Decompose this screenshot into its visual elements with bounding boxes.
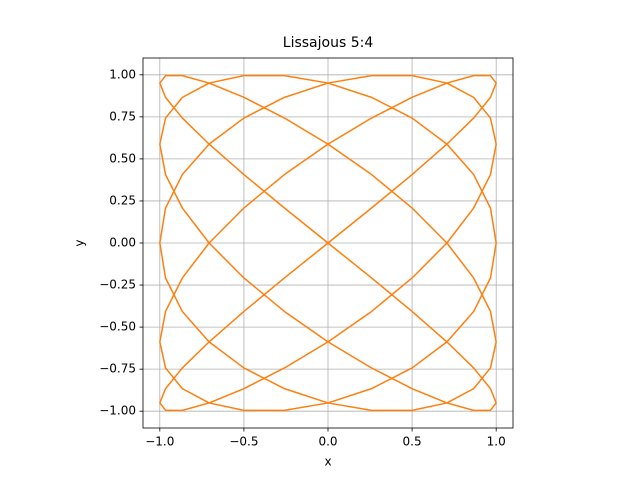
y-tick-label: 0.50 <box>109 151 136 165</box>
y-tick-label: −0.75 <box>99 362 136 376</box>
x-tick-label: 0.0 <box>318 435 337 449</box>
plot-frame <box>142 57 514 429</box>
x-axis-label: x <box>324 455 331 469</box>
y-tick-label: 0.00 <box>109 236 136 250</box>
x-tick-label: −1.0 <box>145 435 174 449</box>
y-tick-label: 1.00 <box>109 67 136 81</box>
x-tick-label: 0.5 <box>403 435 422 449</box>
y-tick-label: −0.25 <box>99 278 136 292</box>
x-tick-label: −0.5 <box>229 435 258 449</box>
chart-title: Lissajous 5:4 <box>283 35 374 51</box>
y-tick-label: 0.25 <box>109 193 136 207</box>
y-tick-label: −1.00 <box>99 404 136 418</box>
y-tick-label: 0.75 <box>109 109 136 123</box>
curve <box>159 74 497 412</box>
y-axis-label: y <box>73 239 87 246</box>
x-tick-label: 1.0 <box>487 435 506 449</box>
y-tick-label: −0.50 <box>99 320 136 334</box>
